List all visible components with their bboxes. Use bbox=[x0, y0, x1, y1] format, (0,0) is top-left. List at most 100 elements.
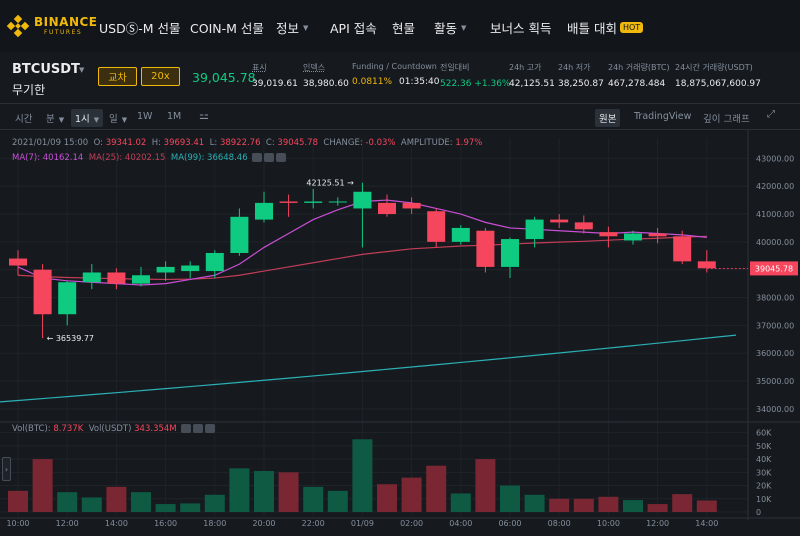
view-tradingview-tab[interactable]: TradingView bbox=[634, 111, 692, 122]
interval-day-dropdown[interactable]: 일 ▼ bbox=[109, 111, 127, 125]
symbol-dropdown-chevron-icon[interactable]: ▼ bbox=[79, 66, 85, 74]
interval-day-label: 일 bbox=[109, 114, 118, 125]
candle-body bbox=[550, 219, 569, 223]
volume-tick-label: 0 bbox=[756, 508, 761, 517]
logo-text-futures: FUTURES bbox=[44, 29, 83, 36]
volume-bar bbox=[180, 503, 201, 512]
price-tick-label: 38000.00 bbox=[756, 294, 794, 303]
candlesticks bbox=[9, 182, 716, 339]
ticker-stat-label: 전일대비 bbox=[440, 63, 470, 72]
time-tick-label: 20:00 bbox=[252, 519, 275, 528]
interval-hour-dropdown[interactable]: 1시 ▼ bbox=[71, 109, 104, 127]
nav-item-2[interactable]: 정보 ▼ bbox=[276, 18, 308, 37]
price-tick-label: 37000.00 bbox=[756, 321, 794, 330]
time-tick-label: 14:00 bbox=[695, 519, 718, 528]
ticker-stat-value: 38,250.87 bbox=[558, 79, 604, 89]
nav-item-label: 현물 bbox=[392, 21, 416, 36]
symbol-name[interactable]: BTCUSDT bbox=[12, 62, 80, 77]
volume-bar bbox=[524, 494, 545, 512]
expand-icon[interactable]: ⤢ bbox=[767, 109, 775, 120]
price-tick-label: 42000.00 bbox=[756, 182, 794, 191]
low-marker-label: ← 36539.77 bbox=[47, 334, 94, 343]
volume-bar bbox=[155, 504, 176, 512]
price-tick-label: 41000.00 bbox=[756, 210, 794, 219]
interval-hour-label: 1시 bbox=[75, 114, 90, 125]
high-marker-label: 42125.51 → bbox=[306, 179, 354, 188]
vol-btc-value: 8.737K bbox=[53, 424, 84, 434]
current-price-label: 39045.78 bbox=[755, 264, 793, 273]
nav-item-7[interactable]: 배틀 대회 HOT bbox=[567, 18, 644, 37]
open-label: O: bbox=[93, 138, 104, 148]
nav-item-1[interactable]: COIN-M 선물 bbox=[190, 18, 264, 37]
interval-week-button[interactable]: 1W bbox=[137, 111, 153, 122]
time-tick-label: 16:00 bbox=[154, 519, 177, 528]
leverage-button[interactable]: 20x bbox=[141, 67, 180, 86]
view-depth-tab[interactable]: 깊이 그래프 bbox=[703, 114, 750, 125]
ma99-polyline bbox=[0, 334, 737, 403]
gear-icon[interactable] bbox=[193, 424, 204, 433]
ticker-stat-1: 인덱스 38,980.60 bbox=[303, 62, 349, 89]
nav-item-label: 배틀 대회 bbox=[567, 21, 617, 36]
ticker-stat-5: 24h 저가 38,250.87 bbox=[558, 62, 604, 89]
time-tick-label: 22:00 bbox=[302, 519, 325, 528]
nav-item-6[interactable]: 보너스 획득 bbox=[490, 18, 551, 37]
nav-item-5[interactable]: 활동 ▼ bbox=[434, 18, 466, 37]
interval-minute-label: 분 bbox=[46, 114, 55, 125]
candle-body bbox=[402, 202, 421, 209]
candle-body bbox=[574, 222, 593, 230]
vol-usdt-value: 343.354M bbox=[134, 424, 177, 434]
margin-mode-button[interactable]: 교차 bbox=[98, 67, 137, 86]
candle-body bbox=[107, 272, 126, 284]
volume-bar bbox=[573, 498, 594, 512]
candle-body bbox=[9, 258, 27, 266]
time-tick-label: 02:00 bbox=[400, 519, 423, 528]
candle-body bbox=[451, 227, 470, 242]
change-value: -0.03% bbox=[365, 138, 396, 148]
ticker-stat-label: 24h 고가 bbox=[509, 63, 542, 72]
candle-body bbox=[624, 233, 642, 241]
ohlc-legend: 2021/01/09 15:00 O: 39341.02 H: 39693.41… bbox=[12, 138, 482, 148]
ticker-stat-label: 24h 저가 bbox=[558, 63, 591, 72]
ticker-stat-label: 24h 거래량(BTC) bbox=[608, 63, 670, 72]
volume-legend: Vol(BTC): 8.737K Vol(USDT) 343.354M bbox=[12, 424, 216, 434]
vol-btc-label: Vol(BTC): bbox=[12, 424, 51, 434]
eye-icon[interactable] bbox=[181, 424, 192, 433]
nav-item-3[interactable]: API 접속 bbox=[330, 18, 377, 37]
ma99-line bbox=[0, 334, 737, 403]
view-original-tab[interactable]: 원본 bbox=[595, 109, 621, 127]
interval-minute-dropdown[interactable]: 분 ▼ bbox=[46, 111, 64, 125]
binance-futures-logo[interactable]: BINANCE FUTURES bbox=[6, 14, 98, 38]
close-icon[interactable] bbox=[205, 424, 216, 433]
candle-settings-icon[interactable]: ⚍ bbox=[199, 109, 209, 122]
candle-body bbox=[82, 272, 101, 283]
side-panel-toggle-chevron-icon[interactable]: › bbox=[2, 457, 11, 481]
volume-bar bbox=[8, 490, 28, 512]
volume-bar bbox=[204, 494, 225, 512]
price-markers: 39045.78 42125.51 → ← 36539.77 bbox=[47, 179, 798, 343]
eye-icon[interactable] bbox=[252, 153, 263, 162]
volume-bar bbox=[696, 500, 717, 512]
time-tick-label: 12:00 bbox=[56, 519, 79, 528]
nav-item-4[interactable]: 현물 bbox=[392, 18, 415, 37]
ticker-stat-2: Funding / Countdown 0.0811% 01:35:40 bbox=[352, 62, 439, 87]
gear-icon[interactable] bbox=[264, 153, 275, 162]
ma25-label: MA(25): bbox=[88, 153, 123, 163]
nav-item-0[interactable]: USDⓈ-M 선물 bbox=[99, 18, 180, 37]
last-price: 39,045.78 bbox=[192, 70, 256, 85]
volume-bar bbox=[401, 477, 422, 512]
ticker-stat-label: 표시 bbox=[252, 63, 267, 72]
ticker-stat-value: 467,278.484 bbox=[608, 79, 666, 89]
close-icon[interactable] bbox=[276, 153, 287, 162]
time-tick-label: 06:00 bbox=[498, 519, 521, 528]
volume-tick-label: 10K bbox=[756, 495, 772, 504]
volume-bar bbox=[475, 459, 496, 512]
open-value: 39341.02 bbox=[105, 138, 147, 148]
volume-tick-label: 30K bbox=[756, 468, 772, 477]
chevron-down-icon: ▼ bbox=[461, 23, 467, 32]
price-chart[interactable]: 43000.0042000.0041000.0040000.0039000.00… bbox=[0, 130, 800, 536]
volume-bar bbox=[623, 500, 643, 512]
nav-item-label: 정보 bbox=[276, 21, 300, 36]
interval-label: 시간 bbox=[15, 114, 33, 125]
volume-bar bbox=[106, 486, 127, 512]
interval-month-button[interactable]: 1M bbox=[167, 111, 182, 122]
